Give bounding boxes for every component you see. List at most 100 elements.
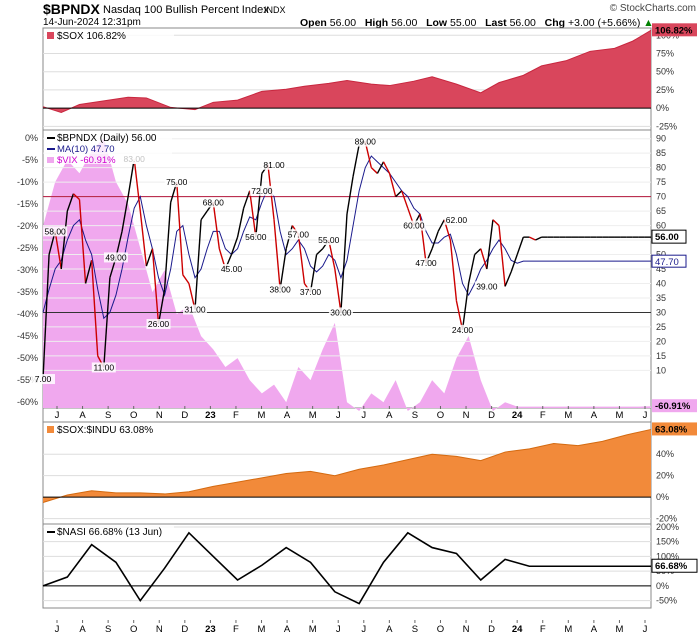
y-tick-right-bpndx: 20 (656, 336, 666, 346)
y-tick-right-bpndx: 30 (656, 307, 666, 317)
bpndx-segment (151, 248, 160, 325)
x-tick-label-top: 24 (512, 410, 523, 421)
point-label-bg (164, 177, 189, 188)
x-tick-label-bottom: A (284, 624, 291, 635)
x-tick-label-bottom: S (105, 624, 111, 635)
bpndx-segment (480, 248, 488, 270)
y-tick-label-ratio: 0% (656, 492, 669, 502)
bpndx-segment (176, 182, 184, 275)
x-tick-label-top: A (284, 410, 291, 421)
point-label: 24.00 (452, 325, 474, 335)
last-value-badge-ratio (652, 422, 697, 436)
y-tick-label-nasi: 150% (656, 537, 679, 547)
bpndx-segment (90, 260, 99, 356)
last-badge-ma (651, 254, 687, 268)
legend-vix: $VIX -60.91% (57, 155, 116, 166)
y-tick-left-vix: -40% (17, 309, 38, 319)
bpndx-segment (529, 236, 536, 241)
bpndx-segment (316, 248, 324, 256)
x-tick-label-bottom: M (615, 624, 623, 635)
point-label-bg (353, 136, 378, 147)
bpndx-segment (78, 199, 87, 284)
point-label: 31.00 (184, 305, 206, 315)
point-label-bg (268, 284, 293, 295)
exchange-label: INDX (264, 5, 286, 15)
last-badge-nasi (651, 558, 698, 573)
last-value-label-sox: 106.82% (655, 25, 693, 36)
point-label: 38.00 (269, 284, 291, 294)
ma-line (42, 155, 651, 320)
y-tick-left-vix: -55% (17, 375, 38, 385)
area-series-sox (43, 30, 651, 113)
y-tick-left-vix: -10% (17, 177, 38, 187)
point-label-bg (401, 220, 426, 231)
bpndx-segment (145, 248, 154, 267)
x-tick-label-top: D (181, 410, 188, 421)
x-tick-label-bottom: J (55, 624, 60, 635)
point-label: 30.00 (330, 307, 352, 317)
vix-area (43, 138, 651, 411)
x-tick-label-bottom: S (412, 624, 418, 635)
point-label-bg (146, 319, 171, 330)
x-tick-label-bottom: O (130, 624, 137, 635)
x-tick-label-top: S (412, 410, 418, 421)
legend-swatch-ratio (47, 426, 54, 433)
y-tick-left-vix: 0% (25, 133, 38, 143)
x-tick-label-bottom: J (643, 624, 648, 635)
y-tick-label-nasi: -50% (656, 596, 677, 606)
x-tick-label-bottom: D (181, 624, 188, 635)
point-label: 55.00 (318, 235, 340, 245)
x-tick-label-bottom: A (79, 624, 86, 635)
point-label-bg (243, 232, 268, 243)
x-tick-label-bottom: N (156, 624, 163, 635)
symbol-title: $BPNDX (43, 1, 100, 17)
bpndx-segment (182, 274, 190, 284)
legend-bg-ratio (44, 423, 174, 436)
x-tick-label-top: M (564, 410, 572, 421)
bpndx-segment (242, 190, 251, 209)
x-tick-label-top: N (463, 410, 470, 421)
y-tick-right-bpndx: 85 (656, 148, 666, 158)
x-tick-label-top: A (79, 410, 86, 421)
y-tick-left-vix: -25% (17, 243, 38, 253)
point-label: 26.00 (148, 319, 170, 329)
x-tick-label-bottom: M (564, 624, 572, 635)
legend-sox: $SOX 106.82% (57, 31, 126, 42)
last-label-vix: -60.91% (655, 401, 691, 412)
y-tick-label-ratio: 40% (656, 449, 674, 459)
last-label-bpndx: 56.00 (655, 232, 679, 243)
bpndx-segment (249, 190, 257, 238)
bpndx-segment (163, 202, 172, 290)
bpndx-segment (121, 196, 129, 232)
y-tick-left-vix: -20% (17, 221, 38, 231)
point-label: 89.00 (355, 137, 377, 147)
y-tick-label-sox: 75% (656, 49, 674, 59)
y-tick-right-bpndx: 10 (656, 365, 666, 375)
x-tick-label-top: D (488, 410, 495, 421)
bpndx-segment (474, 248, 482, 256)
y-tick-left-vix: -60% (17, 397, 38, 407)
y-tick-label-nasi: 100% (656, 551, 679, 561)
bpndx-segment (236, 208, 245, 238)
legend-ma: MA(10) 47.70 (57, 144, 115, 155)
point-label-bg (328, 307, 353, 318)
point-label: 39.00 (476, 281, 498, 291)
y-tick-right-bpndx: 15 (656, 351, 666, 361)
y-tick-left-vix: -35% (17, 287, 38, 297)
y-tick-left-vix: -5% (22, 155, 38, 165)
bpndx-segment (516, 236, 524, 255)
x-tick-label-bottom: N (463, 624, 470, 635)
bpndx-segment (498, 225, 506, 287)
date-label: 14-Jun-2024 12:31pm (43, 17, 141, 28)
bpndx-segment (510, 254, 518, 273)
point-label-bg (219, 264, 244, 274)
x-tick-label-top: J (336, 410, 341, 421)
bpndx-segment (139, 211, 148, 267)
x-tick-label-bottom: 23 (205, 624, 216, 635)
bpndx-segment (504, 271, 512, 287)
bpndx-segment (449, 239, 458, 301)
point-label: 11.00 (93, 362, 114, 372)
area-line-sox (42, 29, 652, 114)
x-tick-label-top: J (55, 410, 60, 421)
x-tick-label-top: M (615, 410, 623, 421)
